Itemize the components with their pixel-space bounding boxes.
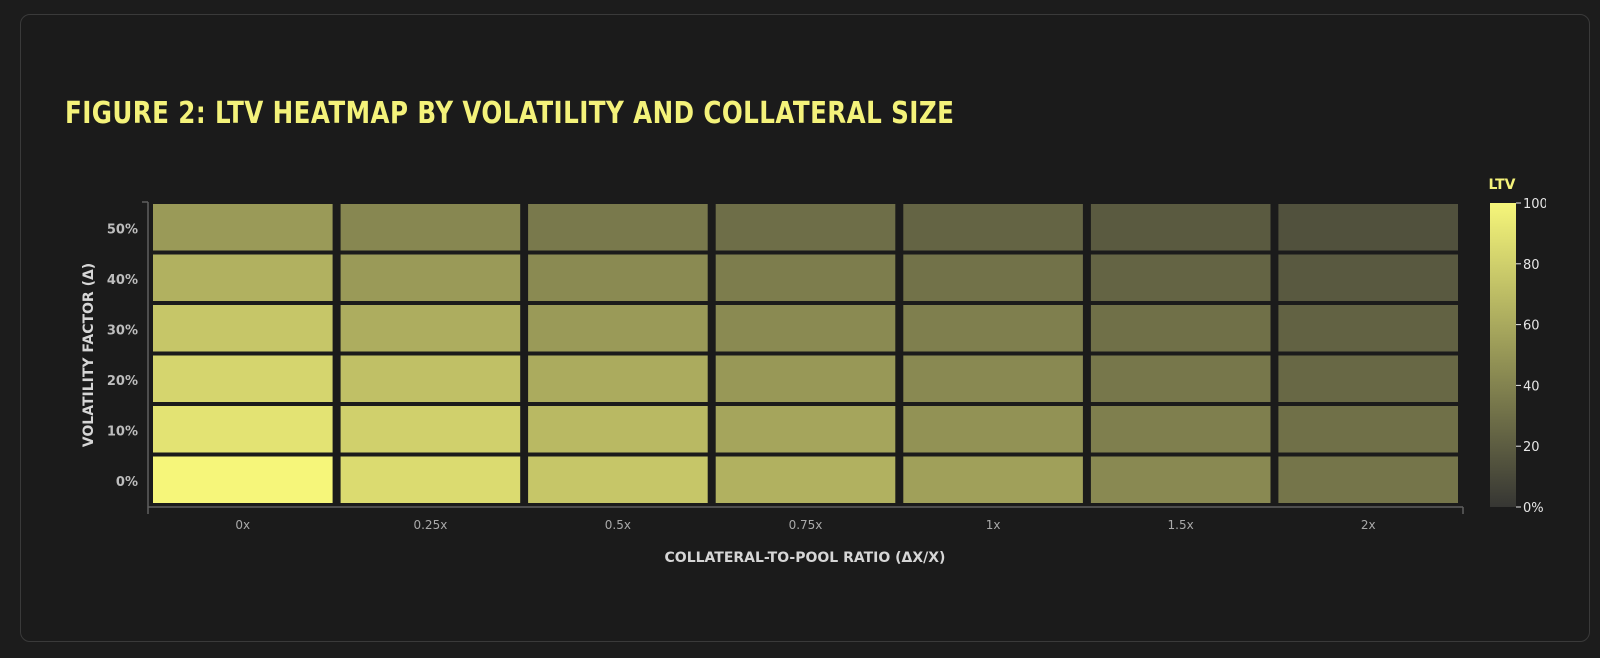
x-tick-label: 1x: [986, 518, 1001, 532]
legend-tick-label: 60: [1523, 319, 1540, 334]
heatmap-cell: [528, 254, 708, 301]
heatmap-cell: [340, 355, 521, 402]
heatmap-cell: [153, 406, 333, 453]
x-tick-label: 1.5x: [1168, 518, 1194, 532]
heatmap-cell: [715, 204, 896, 251]
x-tick-label: 0.5x: [605, 518, 631, 532]
heatmap-cell: [340, 305, 521, 352]
heatmap-cell: [153, 305, 333, 352]
heatmap-cell: [340, 204, 521, 251]
heatmap-cells: [153, 204, 1458, 503]
color-legend: LTV 0% 20 40 60 80 100: [1489, 177, 1548, 516]
x-tick-label: 2x: [1361, 518, 1376, 532]
heatmap-cell: [715, 456, 896, 503]
y-tick-label: 20%: [107, 374, 138, 389]
legend-tick-label: 20: [1523, 440, 1540, 455]
heatmap-cell: [1090, 406, 1271, 453]
heatmap-cell: [340, 456, 521, 503]
heatmap-cell: [153, 355, 333, 402]
heatmap-cell: [715, 355, 896, 402]
x-axis-tick-labels: 0x 0.25x 0.5x 0.75x 1x 1.5x 2x: [235, 518, 1375, 532]
y-tick-label: 10%: [107, 424, 138, 439]
y-tick-label: 40%: [107, 273, 138, 288]
y-axis-title: VOLATILITY FACTOR (Δ): [81, 263, 97, 447]
heatmap-cell: [528, 204, 708, 251]
chart-title: FIGURE 2: LTV HEATMAP BY VOLATILITY AND …: [65, 96, 955, 131]
heatmap-cell: [153, 254, 333, 301]
legend-tick-label: 100: [1523, 197, 1548, 212]
heatmap-cell: [903, 305, 1083, 352]
heatmap-cell: [153, 204, 333, 251]
heatmap-cell: [903, 355, 1083, 402]
heatmap-cell: [340, 254, 521, 301]
heatmap-cell: [715, 305, 896, 352]
legend-tick-label: 40: [1523, 379, 1540, 394]
heatmap-cell: [1278, 305, 1458, 352]
heatmap-cell: [528, 456, 708, 503]
legend-tick-label: 0%: [1523, 501, 1544, 516]
heatmap-cell: [528, 406, 708, 453]
heatmap-cell: [715, 406, 896, 453]
heatmap-cell: [903, 456, 1083, 503]
heatmap-cell: [1090, 204, 1271, 251]
heatmap-cell: [528, 305, 708, 352]
heatmap-cell: [1090, 254, 1271, 301]
heatmap-cell: [1278, 254, 1458, 301]
heatmap-cell: [1278, 355, 1458, 402]
heatmap-cell: [1090, 456, 1271, 503]
y-tick-label: 0%: [116, 475, 138, 490]
y-tick-label: 30%: [107, 323, 138, 338]
heatmap-cell: [1278, 456, 1458, 503]
heatmap-cell: [715, 254, 896, 301]
legend-tick-label: 80: [1523, 258, 1540, 273]
heatmap-cell: [903, 204, 1083, 251]
y-axis-tick-labels: 0% 10% 20% 30% 40% 50%: [107, 222, 138, 490]
axes: [142, 201, 1464, 514]
x-tick-label: 0x: [235, 518, 250, 532]
heatmap-cell: [153, 456, 333, 503]
y-tick-label: 50%: [107, 222, 138, 237]
heatmap-cell: [1090, 305, 1271, 352]
heatmap-cell: [1278, 204, 1458, 251]
x-axis-title: COLLATERAL-TO-POOL RATIO (ΔX/X): [665, 550, 946, 566]
heatmap-cell: [903, 254, 1083, 301]
x-tick-label: 0.75x: [789, 518, 823, 532]
legend-title: LTV: [1489, 177, 1516, 193]
legend-color-bar: [1490, 203, 1516, 507]
heatmap-cell: [903, 406, 1083, 453]
heatmap-cell: [1278, 406, 1458, 453]
x-tick-label: 0.25x: [413, 518, 447, 532]
heatmap-cell: [1090, 355, 1271, 402]
heatmap-cell: [528, 355, 708, 402]
heatmap-cell: [340, 406, 521, 453]
